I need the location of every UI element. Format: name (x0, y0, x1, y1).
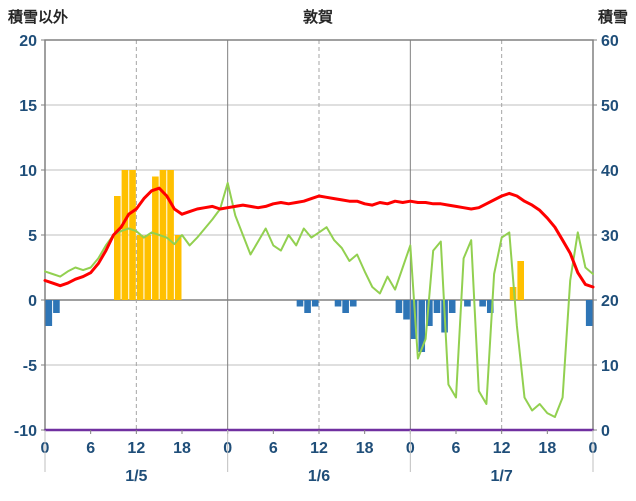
svg-text:20: 20 (601, 293, 619, 310)
svg-text:0: 0 (28, 293, 37, 310)
svg-text:1/5: 1/5 (125, 468, 147, 485)
svg-text:12: 12 (127, 440, 145, 457)
svg-text:-5: -5 (23, 358, 37, 375)
svg-text:60: 60 (601, 33, 619, 50)
svg-text:12: 12 (493, 440, 511, 457)
svg-text:0: 0 (601, 423, 610, 440)
svg-text:12: 12 (310, 440, 328, 457)
svg-text:10: 10 (601, 358, 619, 375)
svg-text:30: 30 (601, 228, 619, 245)
svg-text:6: 6 (452, 440, 461, 457)
left-axis-title: 積雪以外 (8, 9, 69, 26)
svg-text:1/7: 1/7 (491, 468, 513, 485)
svg-text:15: 15 (19, 98, 37, 115)
svg-text:40: 40 (601, 163, 619, 180)
svg-text:18: 18 (173, 440, 191, 457)
svg-text:-10: -10 (14, 423, 37, 440)
svg-text:1/6: 1/6 (308, 468, 330, 485)
svg-text:6: 6 (86, 440, 95, 457)
svg-text:6: 6 (269, 440, 278, 457)
svg-text:20: 20 (19, 33, 37, 50)
svg-text:10: 10 (19, 163, 37, 180)
svg-text:50: 50 (601, 98, 619, 115)
svg-text:18: 18 (538, 440, 556, 457)
svg-text:18: 18 (356, 440, 374, 457)
svg-text:5: 5 (28, 228, 37, 245)
right-axis-title: 積雪 (597, 9, 628, 26)
chart-title: 敦賀 (302, 9, 333, 26)
